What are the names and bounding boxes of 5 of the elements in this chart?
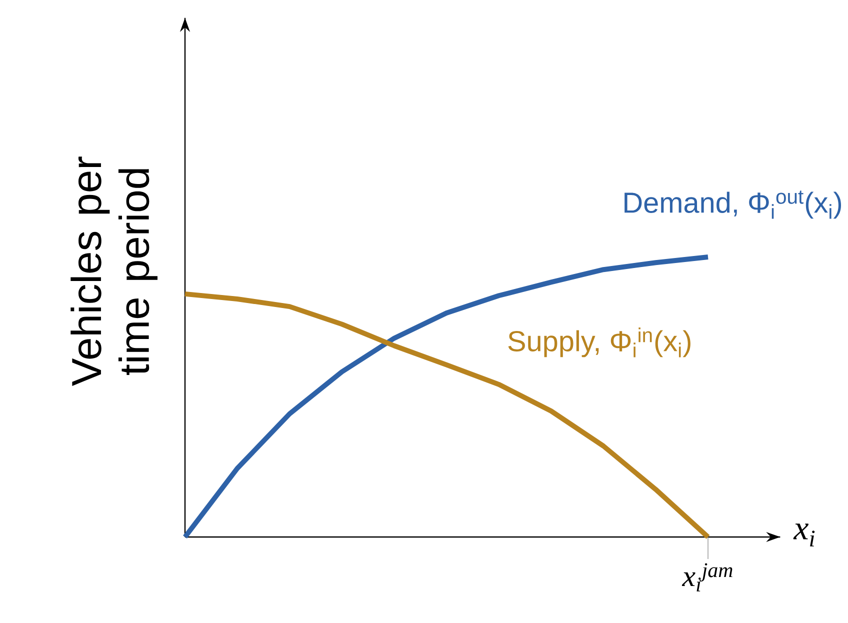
y-axis-title: Vehicles per time period [70, 156, 158, 386]
text: x$_{i}$jam [682, 563, 732, 592]
x-axis-title: x$_{i}$ [793, 524, 815, 546]
series-label: Supply, Φ$_{i}$$^{in}$(x$_{i}$) [508, 328, 690, 358]
series-label: Demand, Φ$_{i}$$^{out}$(x$_{i}$) [624, 190, 842, 219]
